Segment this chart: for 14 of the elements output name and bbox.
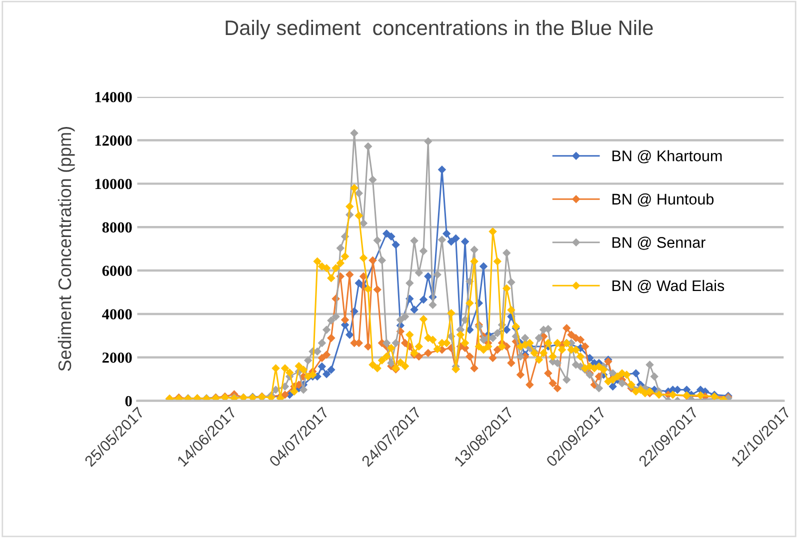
y-tick-label: 10000	[95, 178, 132, 190]
y-tick-label: 2000	[102, 352, 132, 363]
legend-label: BN @ Huntoub	[612, 193, 714, 207]
chart-title: Daily sediment concentrations in the Blue Nile	[226, 20, 653, 40]
legend-label: BN @ Sennar	[612, 236, 706, 250]
legend-label: BN @ Khartoum	[612, 150, 722, 164]
y-tick-label: 14000	[95, 92, 132, 102]
legend-label: BN @ Wad Elais	[612, 280, 724, 294]
y-tick-label: 4000	[102, 309, 132, 320]
y-tick-label: 12000	[95, 135, 132, 146]
y-tick-label: 8000	[102, 222, 132, 233]
y-tick-label: 0	[125, 396, 132, 406]
y-axis-title: Sediment Concentration (ppm)	[58, 127, 75, 371]
y-tick-label: 6000	[102, 266, 132, 276]
